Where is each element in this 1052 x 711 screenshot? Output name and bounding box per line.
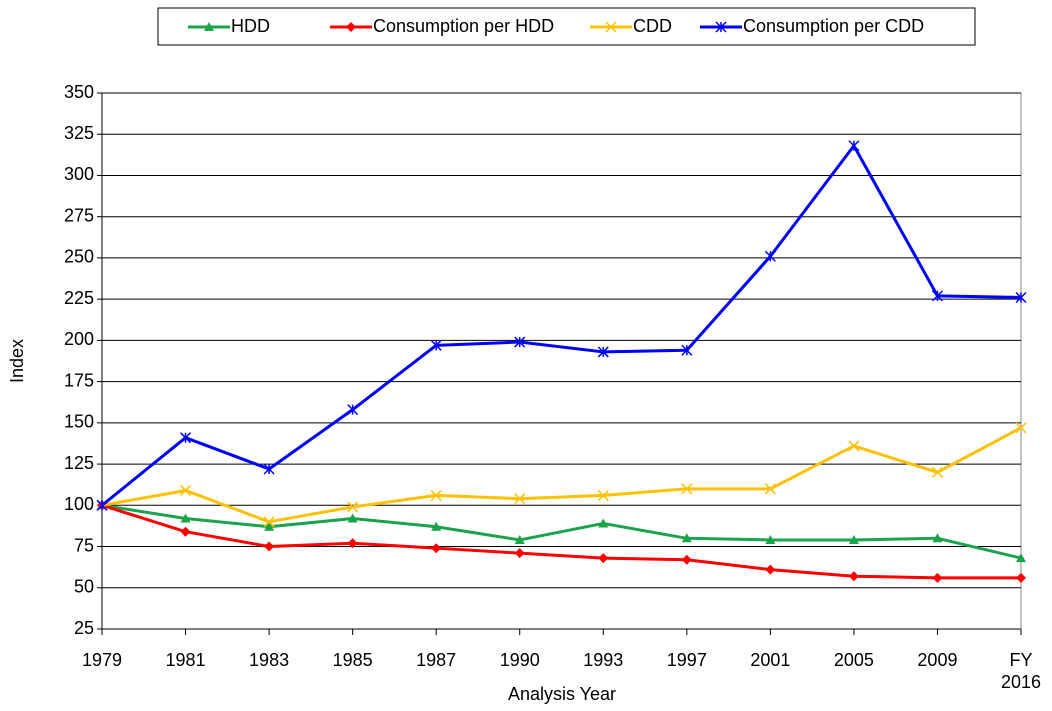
- marker: [264, 521, 275, 531]
- y-tick-label: 225: [64, 288, 94, 308]
- y-tick-label: 150: [64, 412, 94, 432]
- y-tick-label: 275: [64, 205, 94, 225]
- series-line: [101, 144, 1022, 507]
- series-line: [101, 503, 1021, 580]
- marker: [1016, 572, 1026, 583]
- marker: [180, 432, 192, 444]
- marker: [764, 483, 776, 495]
- x-tick-label: 1985: [332, 650, 373, 670]
- y-axis-title: Index: [7, 339, 27, 383]
- marker: [932, 533, 943, 543]
- marker: [681, 533, 692, 543]
- marker: [848, 440, 860, 452]
- legend-marker: [605, 21, 617, 33]
- marker: [431, 543, 442, 554]
- marker: [848, 571, 859, 582]
- series-line: [101, 426, 1022, 524]
- x-tick-label: 1979: [81, 650, 123, 670]
- marker: [514, 534, 525, 544]
- legend-marker: [346, 22, 356, 32]
- marker: [96, 499, 108, 511]
- marker: [514, 336, 526, 348]
- legend-label: Consumption per HDD: [373, 16, 554, 36]
- marker: [765, 564, 776, 575]
- marker: [681, 344, 693, 356]
- legend-label: CDD: [633, 16, 672, 36]
- marker: [1016, 553, 1026, 563]
- y-tick-label: 25: [74, 618, 94, 638]
- y-tick-label: 250: [64, 247, 94, 267]
- marker: [765, 534, 776, 544]
- marker: [1015, 291, 1027, 304]
- marker: [180, 513, 191, 523]
- marker: [764, 250, 776, 262]
- y-tick-label: 325: [64, 123, 94, 143]
- series-line: [101, 503, 1022, 560]
- marker: [180, 526, 191, 537]
- y-tick-label: 300: [64, 164, 94, 184]
- marker: [598, 553, 609, 564]
- y-tick-label: 350: [64, 82, 94, 102]
- marker: [263, 463, 275, 475]
- y-tick-label: 200: [64, 329, 94, 349]
- marker: [430, 339, 442, 351]
- marker: [431, 521, 442, 531]
- marker: [598, 518, 609, 528]
- y-tick-label: 175: [64, 370, 94, 390]
- marker: [514, 548, 525, 559]
- marker: [932, 572, 943, 583]
- plot-area: [101, 92, 1022, 630]
- x-tick-label: 1990: [499, 650, 540, 670]
- marker: [264, 541, 275, 552]
- y-tick-label: 50: [74, 577, 94, 597]
- marker: [1015, 422, 1027, 434]
- y-tick-label: 100: [64, 494, 94, 514]
- marker: [848, 140, 860, 152]
- x-tick-label: 1993: [583, 650, 624, 670]
- x-tick-label: 1981: [165, 650, 206, 670]
- y-tick-label: 125: [64, 453, 94, 473]
- marker: [263, 516, 275, 528]
- x-tick-label: 1983: [249, 650, 290, 670]
- marker: [848, 534, 859, 544]
- legend-label: HDD: [231, 16, 270, 36]
- x-tick-label: 2009: [917, 650, 958, 670]
- legend-marker: [715, 21, 727, 33]
- marker: [597, 346, 609, 358]
- marker: [430, 489, 442, 501]
- marker: [347, 538, 358, 549]
- marker: [347, 513, 358, 523]
- marker: [931, 466, 943, 478]
- marker: [681, 483, 693, 495]
- marker: [681, 554, 692, 565]
- marker: [931, 290, 943, 302]
- x-tick-label: 2005: [833, 650, 874, 670]
- marker: [347, 501, 359, 513]
- marker: [514, 493, 526, 505]
- legend-label: Consumption per CDD: [743, 16, 924, 36]
- x-tick-label: 1997: [666, 650, 707, 670]
- marker: [347, 404, 359, 416]
- x-axis-title: Analysis Year: [508, 684, 616, 704]
- x-tick-label: FY 2016: [1000, 650, 1042, 692]
- legend-marker: [204, 22, 214, 31]
- x-tick-label: 2001: [750, 650, 791, 670]
- x-tick-label: 1987: [416, 650, 457, 670]
- legend-box: [157, 7, 976, 46]
- marker: [180, 484, 192, 496]
- marker: [597, 489, 609, 501]
- y-tick-label: 75: [74, 535, 94, 555]
